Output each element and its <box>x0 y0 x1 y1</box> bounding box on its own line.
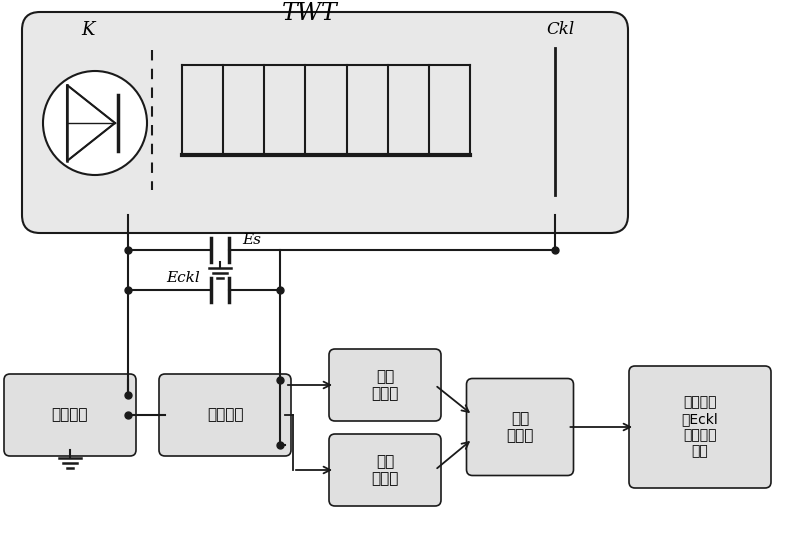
Text: 电压
跟随器: 电压 跟随器 <box>371 369 398 401</box>
Text: TWT: TWT <box>282 2 338 26</box>
FancyBboxPatch shape <box>4 374 136 456</box>
FancyBboxPatch shape <box>159 374 291 456</box>
Text: 差分
比较器: 差分 比较器 <box>506 411 534 443</box>
Text: Es: Es <box>242 233 261 247</box>
FancyBboxPatch shape <box>22 12 628 233</box>
FancyBboxPatch shape <box>329 349 441 421</box>
Text: 电压采样: 电压采样 <box>52 408 88 423</box>
FancyBboxPatch shape <box>466 379 574 476</box>
FancyBboxPatch shape <box>629 366 771 488</box>
Text: Ckl: Ckl <box>546 22 574 38</box>
Circle shape <box>43 71 147 175</box>
Text: K: K <box>82 21 94 39</box>
Text: 电压
跟随器: 电压 跟随器 <box>371 454 398 486</box>
Text: 电压采样: 电压采样 <box>206 408 243 423</box>
Text: 收集极电
源Eckl
控制驱动
电路: 收集极电 源Eckl 控制驱动 电路 <box>682 395 718 458</box>
Text: Eckl: Eckl <box>166 271 200 285</box>
Polygon shape <box>67 85 115 161</box>
FancyBboxPatch shape <box>329 434 441 506</box>
